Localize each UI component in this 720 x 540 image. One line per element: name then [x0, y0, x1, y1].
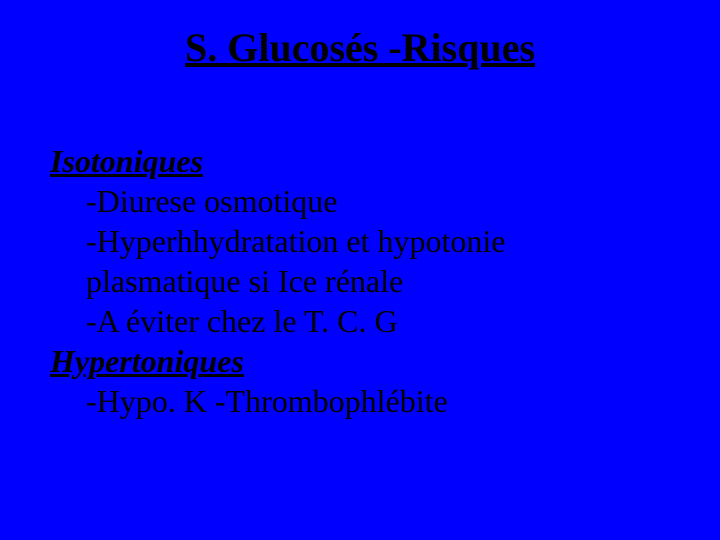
slide-container: S. Glucosés -Risques Isotoniques -Diures…	[0, 0, 720, 421]
slide-title: S. Glucosés -Risques	[40, 24, 680, 71]
section-heading-hypertoniques: Hypertoniques	[50, 341, 680, 381]
bullet-line: -Hyperhhydratation et hypotonie	[50, 221, 680, 261]
bullet-line: -A éviter chez le T. C. G	[50, 301, 680, 341]
bullet-line: -Hypo. K -Thrombophlébite	[50, 381, 680, 421]
bullet-line: -Diurese osmotique	[50, 181, 680, 221]
section-heading-isotoniques: Isotoniques	[50, 141, 680, 181]
slide-body: Isotoniques -Diurese osmotique -Hyperhhy…	[40, 141, 680, 421]
bullet-line-continuation: plasmatique si Ice rénale	[50, 261, 680, 301]
